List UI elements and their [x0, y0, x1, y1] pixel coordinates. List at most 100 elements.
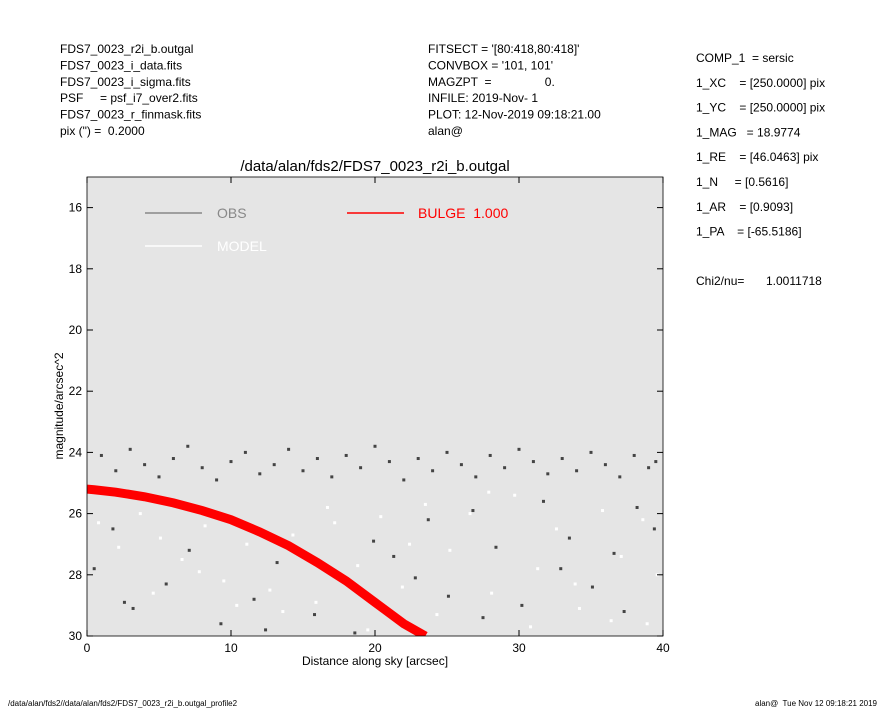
- data-point: [258, 472, 262, 476]
- data-point: [117, 545, 121, 549]
- data-point: [131, 606, 135, 610]
- data-point: [111, 527, 115, 531]
- data-point: [387, 460, 391, 464]
- legend-label: OBS: [217, 205, 247, 221]
- data-point: [92, 567, 96, 571]
- parameter-line: 1_YC = [250.0000] pix: [696, 101, 825, 115]
- data-point: [622, 610, 626, 614]
- data-point: [215, 478, 219, 482]
- data-point: [567, 536, 571, 540]
- legend-label: BULGE 1.000: [418, 205, 508, 221]
- data-point: [635, 505, 639, 509]
- parameter-line: 1_N = [0.5616]: [696, 175, 788, 189]
- y-axis-label: magnitude/arcsec^2: [52, 352, 66, 459]
- data-point: [654, 460, 658, 464]
- parameter-line: 1_XC = [250.0000] pix: [696, 76, 825, 90]
- header-mid-line: MAGZPT = 0.: [428, 75, 555, 89]
- data-point: [577, 606, 581, 610]
- data-point: [536, 567, 540, 571]
- data-point: [590, 585, 594, 589]
- header-mid-line: CONVBOX = '101, 101': [428, 58, 553, 72]
- data-point: [494, 545, 498, 549]
- data-point: [333, 521, 337, 525]
- header-left-line: FDS7_0023_i_sigma.fits: [60, 75, 191, 89]
- data-point: [99, 453, 103, 457]
- data-point: [471, 509, 475, 513]
- data-point: [603, 463, 607, 467]
- data-point: [325, 505, 329, 509]
- data-point: [647, 466, 651, 470]
- legend-label: MODEL: [217, 238, 267, 254]
- header-left-line: FDS7_0023_i_data.fits: [60, 58, 182, 72]
- data-point: [559, 567, 563, 571]
- data-point: [314, 600, 318, 604]
- header-left-line: FDS7_0023_r2i_b.outgal: [60, 42, 193, 56]
- data-point: [222, 579, 226, 583]
- data-point: [143, 463, 147, 467]
- chi2-label: Chi2/nu=: [696, 274, 744, 288]
- data-point: [459, 463, 463, 467]
- header-mid-line: alan@: [428, 124, 463, 138]
- parameter-line: 1_RE = [46.0463] pix: [696, 150, 818, 164]
- x-tick-label: 10: [224, 641, 238, 655]
- data-point: [272, 463, 276, 467]
- data-point: [435, 613, 439, 617]
- y-tick-label: 28: [69, 568, 83, 582]
- y-tick-label: 26: [69, 507, 83, 521]
- data-point: [632, 453, 636, 457]
- parameter-line: 1_AR = [0.9093]: [696, 200, 793, 214]
- data-point: [589, 450, 593, 454]
- data-point: [344, 453, 348, 457]
- data-point: [122, 600, 126, 604]
- y-tick-label: 24: [69, 445, 83, 459]
- data-point: [517, 447, 521, 451]
- data-point: [488, 453, 492, 457]
- data-point: [619, 554, 623, 558]
- data-point: [554, 527, 558, 531]
- data-point: [186, 444, 190, 448]
- data-point: [487, 490, 491, 494]
- data-point: [618, 475, 622, 479]
- data-point: [114, 469, 118, 473]
- data-point: [408, 542, 412, 546]
- data-point: [573, 582, 577, 586]
- data-point: [416, 457, 420, 461]
- profile-curve: [87, 484, 428, 636]
- data-point: [446, 594, 450, 598]
- data-point: [245, 542, 249, 546]
- data-point: [180, 558, 184, 561]
- x-tick-label: 20: [368, 641, 382, 655]
- data-point: [601, 509, 605, 513]
- data-point: [503, 466, 507, 470]
- data-point: [275, 561, 279, 565]
- data-point: [171, 457, 175, 461]
- data-point: [203, 524, 207, 528]
- data-point: [474, 475, 478, 479]
- data-point: [520, 603, 524, 607]
- data-point: [373, 444, 377, 448]
- data-point: [164, 582, 168, 586]
- header-left-line: PSF = psf_i7_over2.fits: [60, 91, 198, 105]
- parameter-line: 1_MAG = 18.9774: [696, 125, 801, 139]
- header-mid-line: FITSECT = '[80:418,80:418]': [428, 42, 579, 56]
- parameter-line: 1_PA = [-65.5186]: [696, 225, 802, 239]
- data-point: [200, 466, 204, 470]
- data-point: [423, 502, 427, 506]
- data-point: [546, 472, 550, 476]
- data-point: [268, 588, 272, 592]
- data-point: [652, 527, 656, 531]
- header-mid-line: INFILE: 2019-Nov- 1: [428, 91, 538, 105]
- data-point: [575, 469, 579, 473]
- data-point: [490, 591, 494, 595]
- data-point: [402, 478, 406, 482]
- data-point: [158, 536, 162, 540]
- data-point: [229, 460, 233, 464]
- data-point: [400, 585, 404, 589]
- data-point: [313, 613, 317, 617]
- data-point: [187, 548, 191, 552]
- footer-left: /data/alan/fds2//data/alan/fds2/FDS7_002…: [8, 699, 238, 708]
- data-point: [531, 460, 535, 464]
- data-point: [157, 475, 161, 479]
- data-point: [645, 622, 649, 626]
- data-point: [445, 450, 449, 454]
